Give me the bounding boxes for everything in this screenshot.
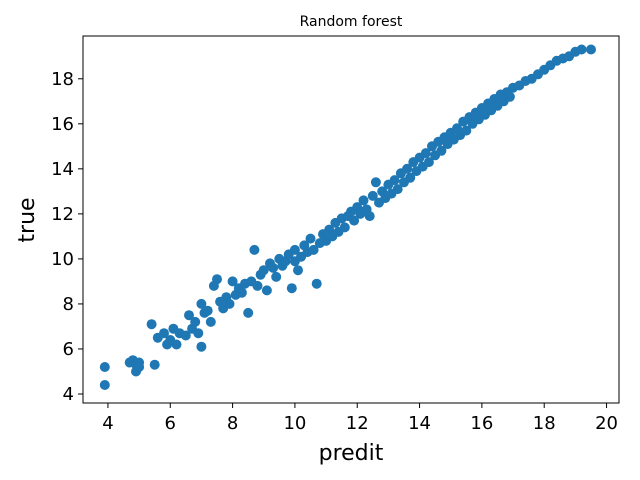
- scatter-point: [252, 280, 263, 291]
- x-tick-label: 6: [165, 413, 176, 434]
- x-tick-label: 18: [533, 413, 556, 434]
- scatter-point: [311, 278, 322, 289]
- x-tick-label: 14: [408, 413, 431, 434]
- scatter-point: [258, 265, 269, 276]
- y-tick-label: 4: [63, 384, 74, 405]
- y-tick-label: 8: [63, 294, 74, 315]
- x-tick-label: 4: [102, 413, 113, 434]
- x-axis-label: predit: [319, 441, 384, 466]
- scatter-point: [99, 362, 110, 372]
- scatter-point: [402, 163, 413, 174]
- scatter-point: [261, 285, 272, 296]
- scatter-point: [367, 190, 378, 201]
- y-axis-ticks: 4 6 8 10 12 14 16 18: [51, 69, 83, 405]
- y-tick-label: 10: [51, 249, 74, 270]
- y-tick-label: 18: [51, 69, 74, 90]
- x-tick-label: 8: [227, 413, 238, 434]
- scatter-point: [180, 330, 191, 341]
- scatter-point: [576, 44, 587, 55]
- scatter-point: [249, 244, 260, 255]
- x-tick-label: 20: [595, 413, 618, 434]
- x-tick-label: 16: [470, 413, 493, 434]
- scatter-point: [224, 298, 235, 309]
- scatter-point: [227, 276, 238, 287]
- scatter-point: [171, 339, 182, 350]
- scatter-point: [202, 305, 213, 316]
- scatter-point: [436, 145, 447, 156]
- scatter-point: [149, 359, 160, 370]
- scatter-point: [293, 265, 303, 276]
- chart-title: Random forest: [300, 14, 403, 30]
- x-tick-label: 12: [346, 413, 369, 434]
- scatter-point: [190, 316, 201, 327]
- scatter-point: [268, 262, 279, 273]
- plot-frame: [82, 35, 620, 404]
- scatter-point: [339, 222, 350, 233]
- scatter-point: [423, 157, 434, 168]
- scatter-point: [99, 380, 110, 390]
- scatter-point: [146, 319, 157, 330]
- scatter-point: [193, 328, 204, 339]
- scatter-point: [305, 233, 316, 244]
- x-tick-label: 10: [283, 413, 306, 434]
- y-tick-label: 14: [51, 159, 74, 180]
- scatter-point: [286, 283, 297, 294]
- x-axis-ticks: 4 6 8 10 12 14 16 18 20: [102, 403, 618, 434]
- scatter-point: [504, 91, 515, 102]
- scatter-point: [205, 316, 216, 327]
- scatter-point: [389, 175, 400, 186]
- scatter-point: [271, 271, 282, 282]
- scatter-point: [586, 44, 596, 55]
- data-points: [99, 44, 596, 390]
- scatter-point: [196, 298, 207, 309]
- scatter-point: [184, 310, 194, 321]
- scatter-point: [364, 211, 375, 222]
- scatter-point: [420, 148, 431, 159]
- y-tick-label: 12: [51, 204, 74, 225]
- scatter-point: [358, 195, 369, 206]
- scatter-point: [308, 244, 319, 255]
- y-tick-label: 6: [63, 339, 74, 360]
- scatter-point: [289, 244, 300, 255]
- scatter-point: [159, 328, 169, 339]
- scatter-point: [349, 215, 360, 226]
- scatter-point: [212, 274, 222, 285]
- scatter-point: [243, 307, 254, 318]
- scatter-point: [196, 341, 207, 352]
- scatter-point: [236, 287, 247, 298]
- scatter-point: [461, 125, 472, 136]
- y-tick-label: 16: [51, 114, 74, 135]
- scatter-point: [370, 177, 381, 188]
- scatter-point: [405, 172, 416, 183]
- y-axis-label: true: [15, 197, 40, 242]
- scatter-point: [134, 362, 145, 372]
- scatter-point: [392, 184, 403, 195]
